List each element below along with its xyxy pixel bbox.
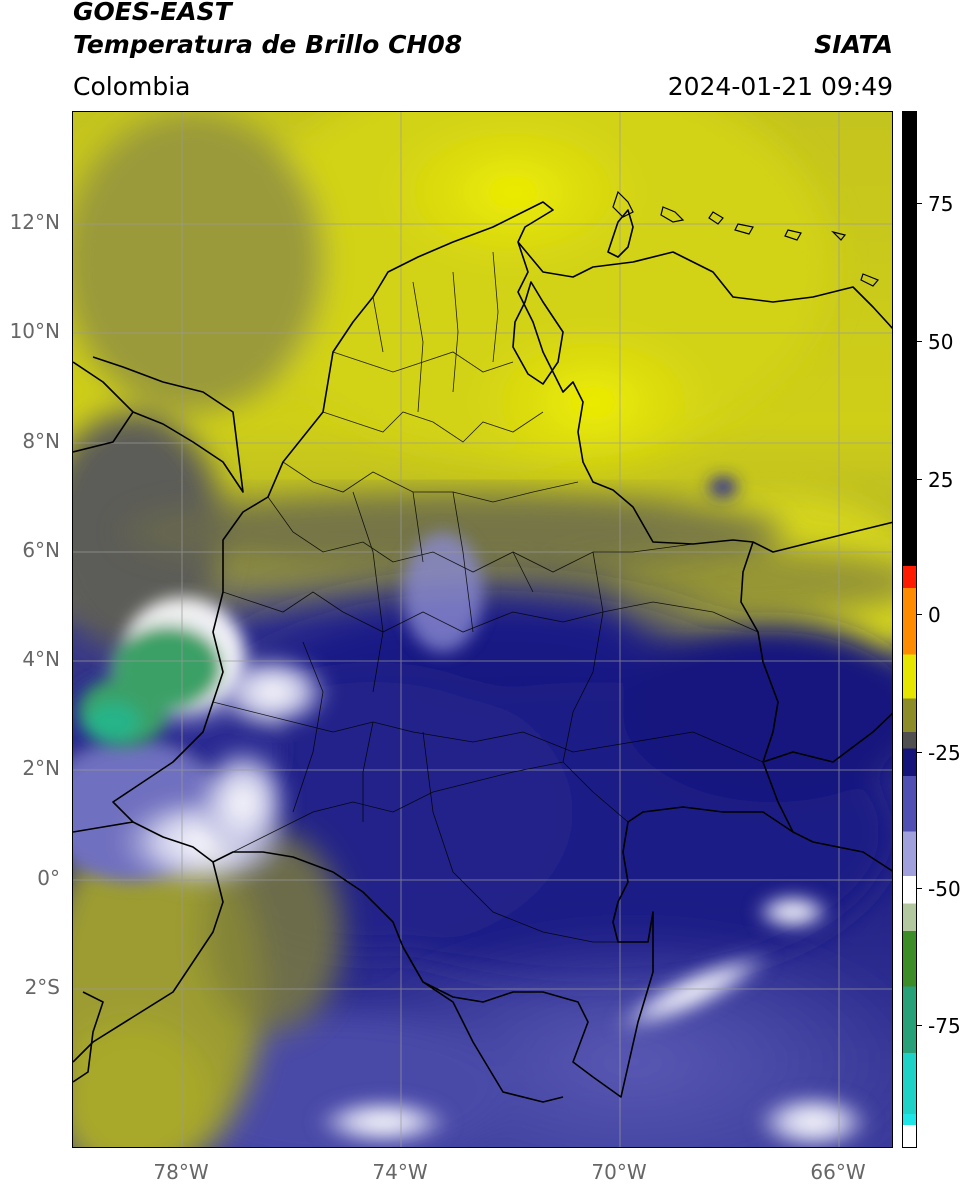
agency-label: SIATA	[814, 30, 893, 59]
colorbar-label-0: 0	[928, 603, 941, 627]
lat-label-6n: 6°N	[22, 538, 60, 562]
lat-label-2n: 2°N	[22, 756, 60, 780]
brazil-border	[762, 712, 892, 872]
colorbar	[902, 111, 917, 1148]
colorbar-tick-m75	[917, 1025, 922, 1026]
lake-maracaibo	[512, 281, 564, 385]
east-border	[752, 521, 892, 553]
title-satellite: GOES-EAST	[73, 0, 232, 26]
region-label: Colombia	[73, 72, 191, 101]
field-coldest-core	[78, 597, 243, 747]
colorbar-tick-m50	[917, 888, 922, 889]
colorbar-label-m25: -25	[928, 741, 961, 765]
colorbar-tick-50	[917, 341, 922, 342]
field-warm-north	[73, 112, 892, 692]
colorbar-label-50: 50	[928, 330, 954, 354]
lat-label-10n: 10°N	[9, 319, 60, 343]
colorbar-tick-m25	[917, 752, 922, 753]
lat-label-12n: 12°N	[9, 210, 60, 234]
map-canvas	[73, 112, 892, 1147]
lat-label-2s: 2°S	[24, 975, 60, 999]
ecuador-border	[73, 821, 224, 1063]
paraguana	[607, 209, 634, 258]
venezuela-coast	[517, 241, 892, 329]
colorbar-label-25: 25	[928, 468, 954, 492]
colombia-border	[112, 201, 794, 1098]
panama-border	[73, 411, 134, 453]
boundaries	[73, 201, 892, 1103]
lon-label-74w: 74°W	[372, 1160, 428, 1184]
satellite-map[interactable]	[72, 111, 893, 1148]
colorbar-label-m75: -75	[928, 1014, 961, 1038]
title-product: Temperatura de Brillo CH08	[73, 30, 463, 59]
lon-label-78w: 78°W	[153, 1160, 209, 1184]
colorbar-label-75: 75	[928, 192, 954, 216]
field-cirrus	[193, 477, 873, 1147]
datetime-label: 2024-01-21 09:49	[667, 72, 893, 101]
lat-label-8n: 8°N	[22, 429, 60, 453]
graticule	[73, 112, 892, 1147]
peru-border	[402, 946, 564, 1103]
colorbar-label-m50: -50	[928, 877, 961, 901]
lon-label-70w: 70°W	[591, 1160, 647, 1184]
islands	[612, 190, 879, 287]
colorbar-tick-75	[917, 203, 922, 204]
colorbar-tick-25	[917, 479, 922, 480]
department-boundaries	[212, 251, 764, 943]
colorbar-tick-0	[917, 614, 922, 615]
lat-label-0: 0°	[37, 866, 60, 890]
lat-label-4n: 4°N	[22, 647, 60, 671]
panama-coast	[73, 356, 244, 493]
lon-label-66w: 66°W	[810, 1160, 866, 1184]
south-coast	[73, 991, 104, 1083]
